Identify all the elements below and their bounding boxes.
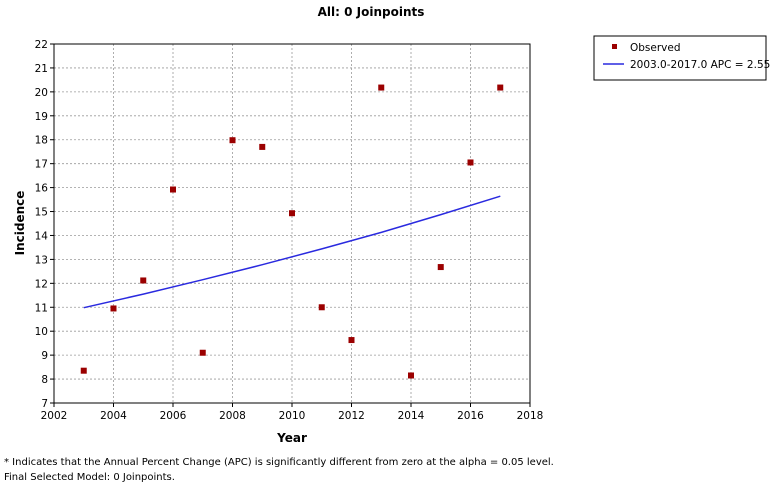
y-axis-ticks: 7 8 9 10 11 12 13 14 15 16 17 18 19 20 21 22 xyxy=(35,39,54,410)
observed-point xyxy=(229,137,236,144)
chart-title: All: 0 Joinpoints xyxy=(318,5,425,19)
fitted-trend-line xyxy=(83,195,501,309)
legend-trend-label: 2003.0-2017.0 APC = 2.55 xyxy=(630,59,770,71)
y-tick-label: 21 xyxy=(35,63,48,75)
observed-point xyxy=(318,304,325,311)
footnote-significance: * Indicates that the Annual Percent Chan… xyxy=(4,457,554,468)
observed-point xyxy=(378,84,385,91)
x-tick-label: 2004 xyxy=(100,410,127,422)
trend-line xyxy=(83,195,501,309)
x-tick-label: 2002 xyxy=(41,410,68,422)
observed-point xyxy=(437,264,444,271)
legend-box xyxy=(593,35,767,81)
y-tick-label: 11 xyxy=(35,302,48,314)
y-tick-label: 7 xyxy=(41,398,48,410)
legend: Observed 2003.0-2017.0 APC = 2.55 xyxy=(593,35,770,81)
y-tick-label: 20 xyxy=(35,87,48,99)
y-tick-label: 17 xyxy=(35,159,48,171)
legend-observed-label: Observed xyxy=(630,42,681,54)
observed-point xyxy=(497,84,504,91)
observed-point xyxy=(140,277,147,284)
x-tick-label: 2014 xyxy=(398,410,425,422)
observed-point xyxy=(408,372,414,379)
x-axis-ticks: 2002 2004 2006 2008 2010 2012 2014 2016 2018 xyxy=(41,403,544,422)
grid-lines xyxy=(54,44,530,403)
y-axis-label: Incidence xyxy=(13,191,27,256)
observed-point xyxy=(170,186,176,193)
x-tick-label: 2012 xyxy=(338,410,365,422)
y-tick-label: 16 xyxy=(35,183,49,195)
y-tick-label: 12 xyxy=(35,278,48,290)
y-tick-label: 15 xyxy=(35,207,48,219)
x-tick-label: 2010 xyxy=(279,410,306,422)
y-tick-label: 10 xyxy=(35,326,48,338)
y-tick-label: 14 xyxy=(35,230,49,242)
y-tick-label: 9 xyxy=(41,350,48,362)
observed-point xyxy=(80,367,87,374)
footnote-final-model: Final Selected Model: 0 Joinpoints. xyxy=(4,472,175,483)
observed-point xyxy=(467,159,474,166)
x-tick-label: 2008 xyxy=(219,410,246,422)
legend-observed-marker xyxy=(612,44,617,49)
x-tick-label: 2006 xyxy=(160,410,187,422)
observed-point xyxy=(348,337,355,344)
x-tick-label: 2016 xyxy=(457,410,484,422)
observed-point xyxy=(199,349,206,356)
y-tick-label: 8 xyxy=(41,374,48,386)
y-tick-label: 13 xyxy=(35,254,48,266)
x-tick-label: 2018 xyxy=(517,410,544,422)
x-axis-label: Year xyxy=(276,431,307,445)
observed-points xyxy=(80,84,504,379)
y-tick-label: 18 xyxy=(35,135,48,147)
observed-point xyxy=(259,143,266,150)
observed-point xyxy=(110,305,117,312)
observed-point xyxy=(289,210,295,217)
y-tick-label: 19 xyxy=(35,111,48,123)
y-tick-label: 22 xyxy=(35,39,48,51)
